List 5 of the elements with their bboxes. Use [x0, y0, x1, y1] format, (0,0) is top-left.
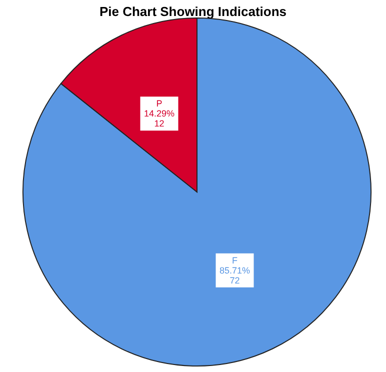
- data-label: 14.29% 12: [144, 108, 175, 129]
- slice-label: F: [232, 255, 238, 266]
- slice-label: P: [156, 98, 162, 109]
- chart-title: Pie Chart Showing Indications: [99, 4, 287, 19]
- data-label: 85.71% 72: [219, 265, 250, 286]
